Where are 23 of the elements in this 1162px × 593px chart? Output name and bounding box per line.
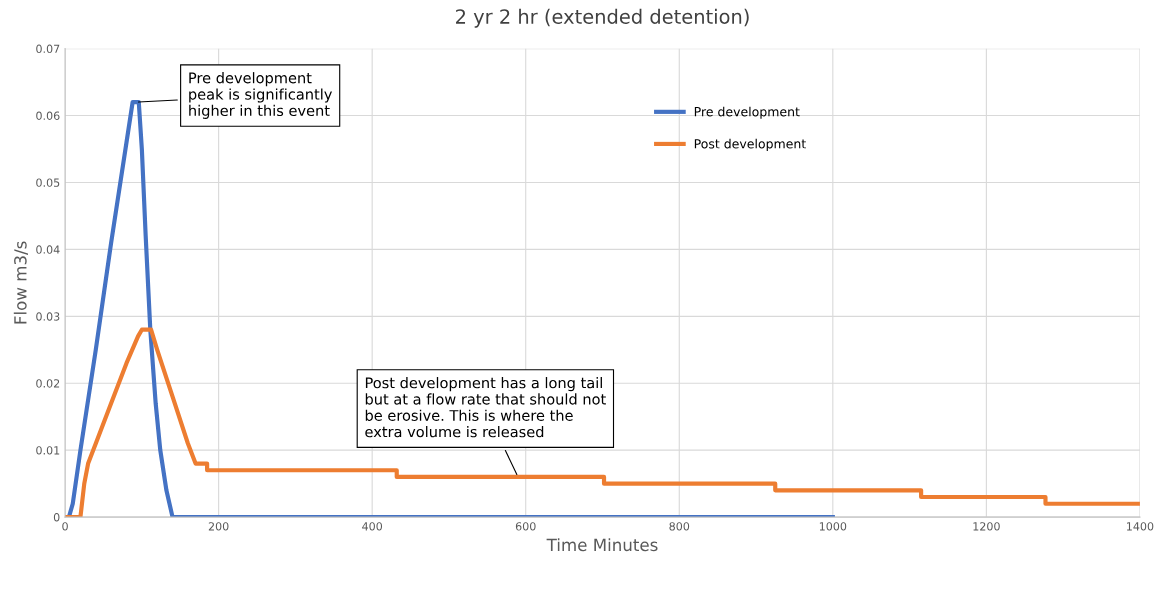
annotation: Post development has a long tail but at a flow rate that should not be erosive. This is where the extra volume is released xyxy=(365,377,606,438)
x-tick-label: 200 xyxy=(208,522,229,531)
y-tick-label: 0.07 xyxy=(36,44,60,54)
x-tick-label: 800 xyxy=(669,522,690,531)
y-tick-label: 0 xyxy=(53,513,60,522)
y-tick-label: 0.03 xyxy=(36,312,60,321)
x-tick-label: 600 xyxy=(515,522,536,531)
x-tick-label: 1400 xyxy=(1127,522,1154,531)
y-tick-label: 0.01 xyxy=(36,446,60,455)
y-axis-title: Flow m3/s xyxy=(13,241,28,324)
x-axis-title: Time Minutes xyxy=(546,538,658,552)
chart-title: 2 yr 2 hr (extended detention) xyxy=(456,8,749,28)
x-tick-label: 1200 xyxy=(973,522,1000,531)
x-tick-label: 400 xyxy=(362,522,383,531)
legend-label: Pre development xyxy=(694,106,800,119)
y-tick-label: 0.02 xyxy=(36,379,60,388)
y-tick-label: 0.04 xyxy=(36,245,60,254)
x-tick-label: 1000 xyxy=(819,522,847,531)
legend-label: Post development xyxy=(694,138,806,151)
y-tick-label: 0.05 xyxy=(36,178,60,187)
y-tick-label: 0.06 xyxy=(36,111,60,120)
x-tick-label: 0 xyxy=(62,522,68,531)
annotation: Pre development peak is significantly higher in this event xyxy=(189,72,332,119)
